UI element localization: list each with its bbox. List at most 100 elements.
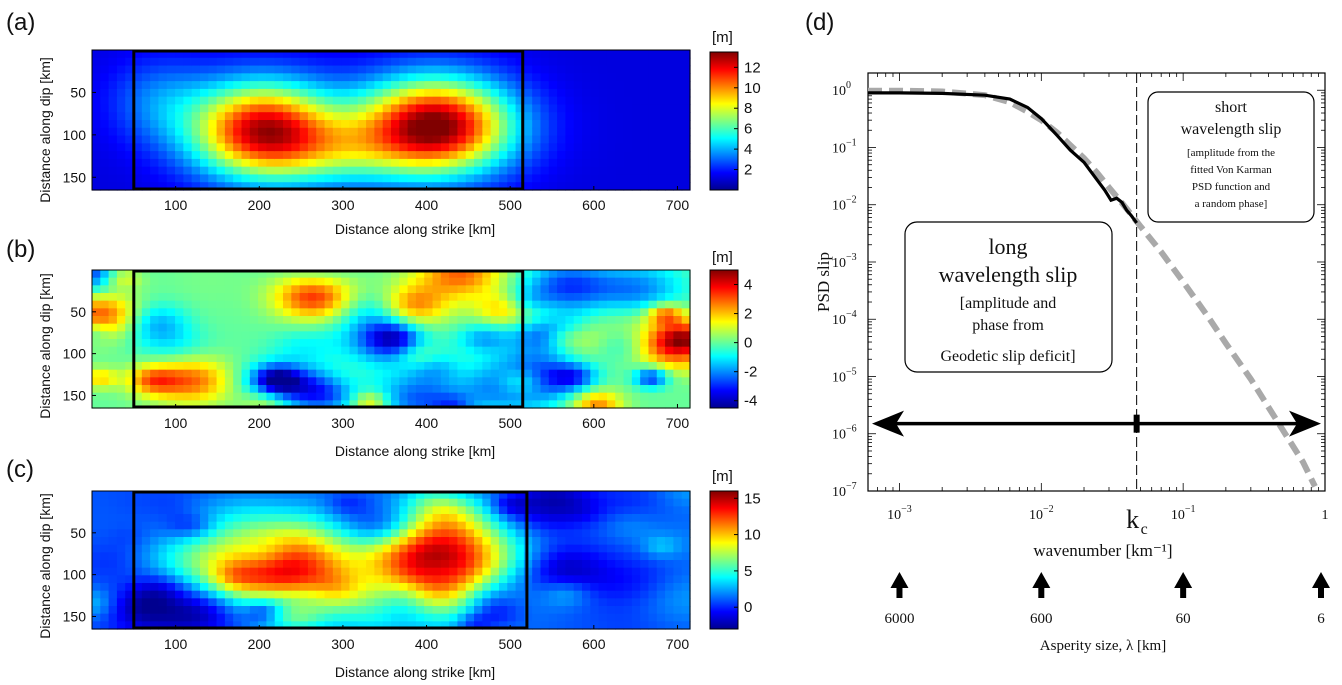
heatmap-cell	[648, 498, 658, 507]
heatmap-cell	[648, 529, 658, 538]
heatmap-cell	[307, 498, 317, 507]
heatmap-cell	[498, 400, 508, 409]
heatmap-cell	[415, 174, 425, 183]
heatmap-cell	[598, 277, 608, 286]
heatmap-cell	[432, 308, 442, 317]
heatmap-cell	[515, 506, 525, 515]
heatmap-cell	[307, 285, 317, 294]
heatmap-cell	[249, 50, 259, 59]
heatmap-cell	[341, 544, 351, 553]
heatmap-cell	[507, 300, 517, 309]
heatmap-cell	[274, 400, 284, 409]
heatmap-cell	[133, 590, 143, 599]
heatmap-cell	[548, 135, 558, 144]
heatmap-cell	[291, 96, 301, 106]
heatmap-cell	[498, 151, 508, 160]
heatmap-cell	[158, 65, 168, 74]
heatmap-cell	[673, 392, 683, 401]
heatmap-cell	[258, 392, 268, 401]
heatmap-cell	[648, 583, 658, 592]
heatmap-cell	[283, 567, 292, 576]
heatmap-cell	[457, 339, 467, 348]
heatmap-cell	[540, 151, 550, 160]
heatmap-cell	[307, 96, 317, 106]
heatmap-cell	[590, 143, 600, 152]
heatmap-cell	[606, 323, 616, 332]
heatmap-cell	[548, 590, 558, 599]
heatmap-cell	[316, 385, 326, 394]
heatmap-cell	[498, 575, 508, 584]
heatmap-cell	[540, 583, 550, 592]
heatmap-cell	[150, 166, 160, 176]
heatmap-cell	[665, 491, 674, 500]
heatmap-cell	[565, 151, 575, 160]
heatmap-cell	[357, 583, 367, 592]
heatmap-cell	[158, 491, 168, 500]
heatmap-cell	[482, 151, 492, 160]
heatmap-cell	[548, 323, 558, 332]
heatmap-cell	[590, 521, 600, 530]
heatmap-cell	[332, 277, 342, 286]
heatmap-cell	[307, 88, 317, 98]
heatmap-cell	[631, 127, 641, 137]
heatmap-cell	[133, 377, 143, 386]
heatmap-cell	[108, 81, 118, 90]
heatmap-cell	[590, 552, 600, 561]
heatmap-cell	[407, 293, 417, 302]
heatmap-cell	[424, 606, 434, 615]
heatmap-cell	[482, 120, 492, 129]
heatmap-cell	[299, 544, 309, 553]
heatmap-cell	[490, 560, 500, 569]
heatmap-cell	[116, 346, 126, 355]
heatmap-cell	[108, 143, 118, 152]
heatmap-cell	[274, 73, 284, 82]
heatmap-cell	[357, 323, 367, 332]
heatmap-cell	[673, 339, 683, 348]
heatmap-cell	[191, 158, 201, 168]
heatmap-cell	[191, 521, 201, 530]
heatmap-cell	[283, 158, 292, 168]
heatmap-cell	[407, 346, 417, 355]
heatmap-cell	[125, 331, 135, 340]
heatmap-cell	[116, 112, 126, 121]
heatmap-cell	[665, 112, 674, 121]
heatmap-cell	[349, 174, 359, 183]
heatmap-cell	[166, 323, 176, 332]
heatmap-cell	[274, 50, 284, 59]
heatmap-cell	[565, 583, 575, 592]
heatmap-cell	[199, 112, 209, 121]
heatmap-cell	[92, 96, 101, 106]
heatmap-cell	[498, 96, 508, 106]
heatmap-cell	[465, 120, 475, 129]
heatmap-cell	[332, 567, 342, 576]
heatmap-cell	[523, 158, 533, 168]
heatmap-cell	[357, 293, 367, 302]
heatmap-cell	[249, 529, 259, 538]
heatmap-cell	[349, 514, 359, 523]
heatmap-cell	[457, 143, 467, 152]
heatmap-cell	[324, 277, 334, 286]
heatmap-cell	[648, 377, 658, 386]
heatmap-cell	[582, 514, 591, 523]
heatmap-cell	[92, 598, 101, 607]
heatmap-cell	[249, 57, 259, 67]
heatmap-cell	[241, 135, 251, 144]
heatmap-cell	[175, 81, 184, 90]
heatmap-cell	[108, 583, 118, 592]
heatmap-cell	[615, 285, 625, 294]
heatmap-cell	[249, 613, 259, 622]
heatmap-cell	[258, 362, 268, 371]
heatmap-cell	[391, 57, 400, 67]
heatmap-cell	[482, 377, 492, 386]
heatmap-cell	[515, 316, 525, 325]
heatmap-cell	[673, 506, 683, 515]
heatmap-cell	[432, 377, 442, 386]
heatmap-cell	[332, 575, 342, 584]
heatmap-cell	[507, 112, 517, 121]
heatmap-cell	[673, 270, 683, 279]
heatmap-cell	[199, 385, 209, 394]
heatmap-cell	[391, 158, 400, 168]
heatmap-cell	[291, 491, 301, 500]
heatmap-cell	[224, 354, 234, 363]
heatmap-cell	[457, 498, 467, 507]
